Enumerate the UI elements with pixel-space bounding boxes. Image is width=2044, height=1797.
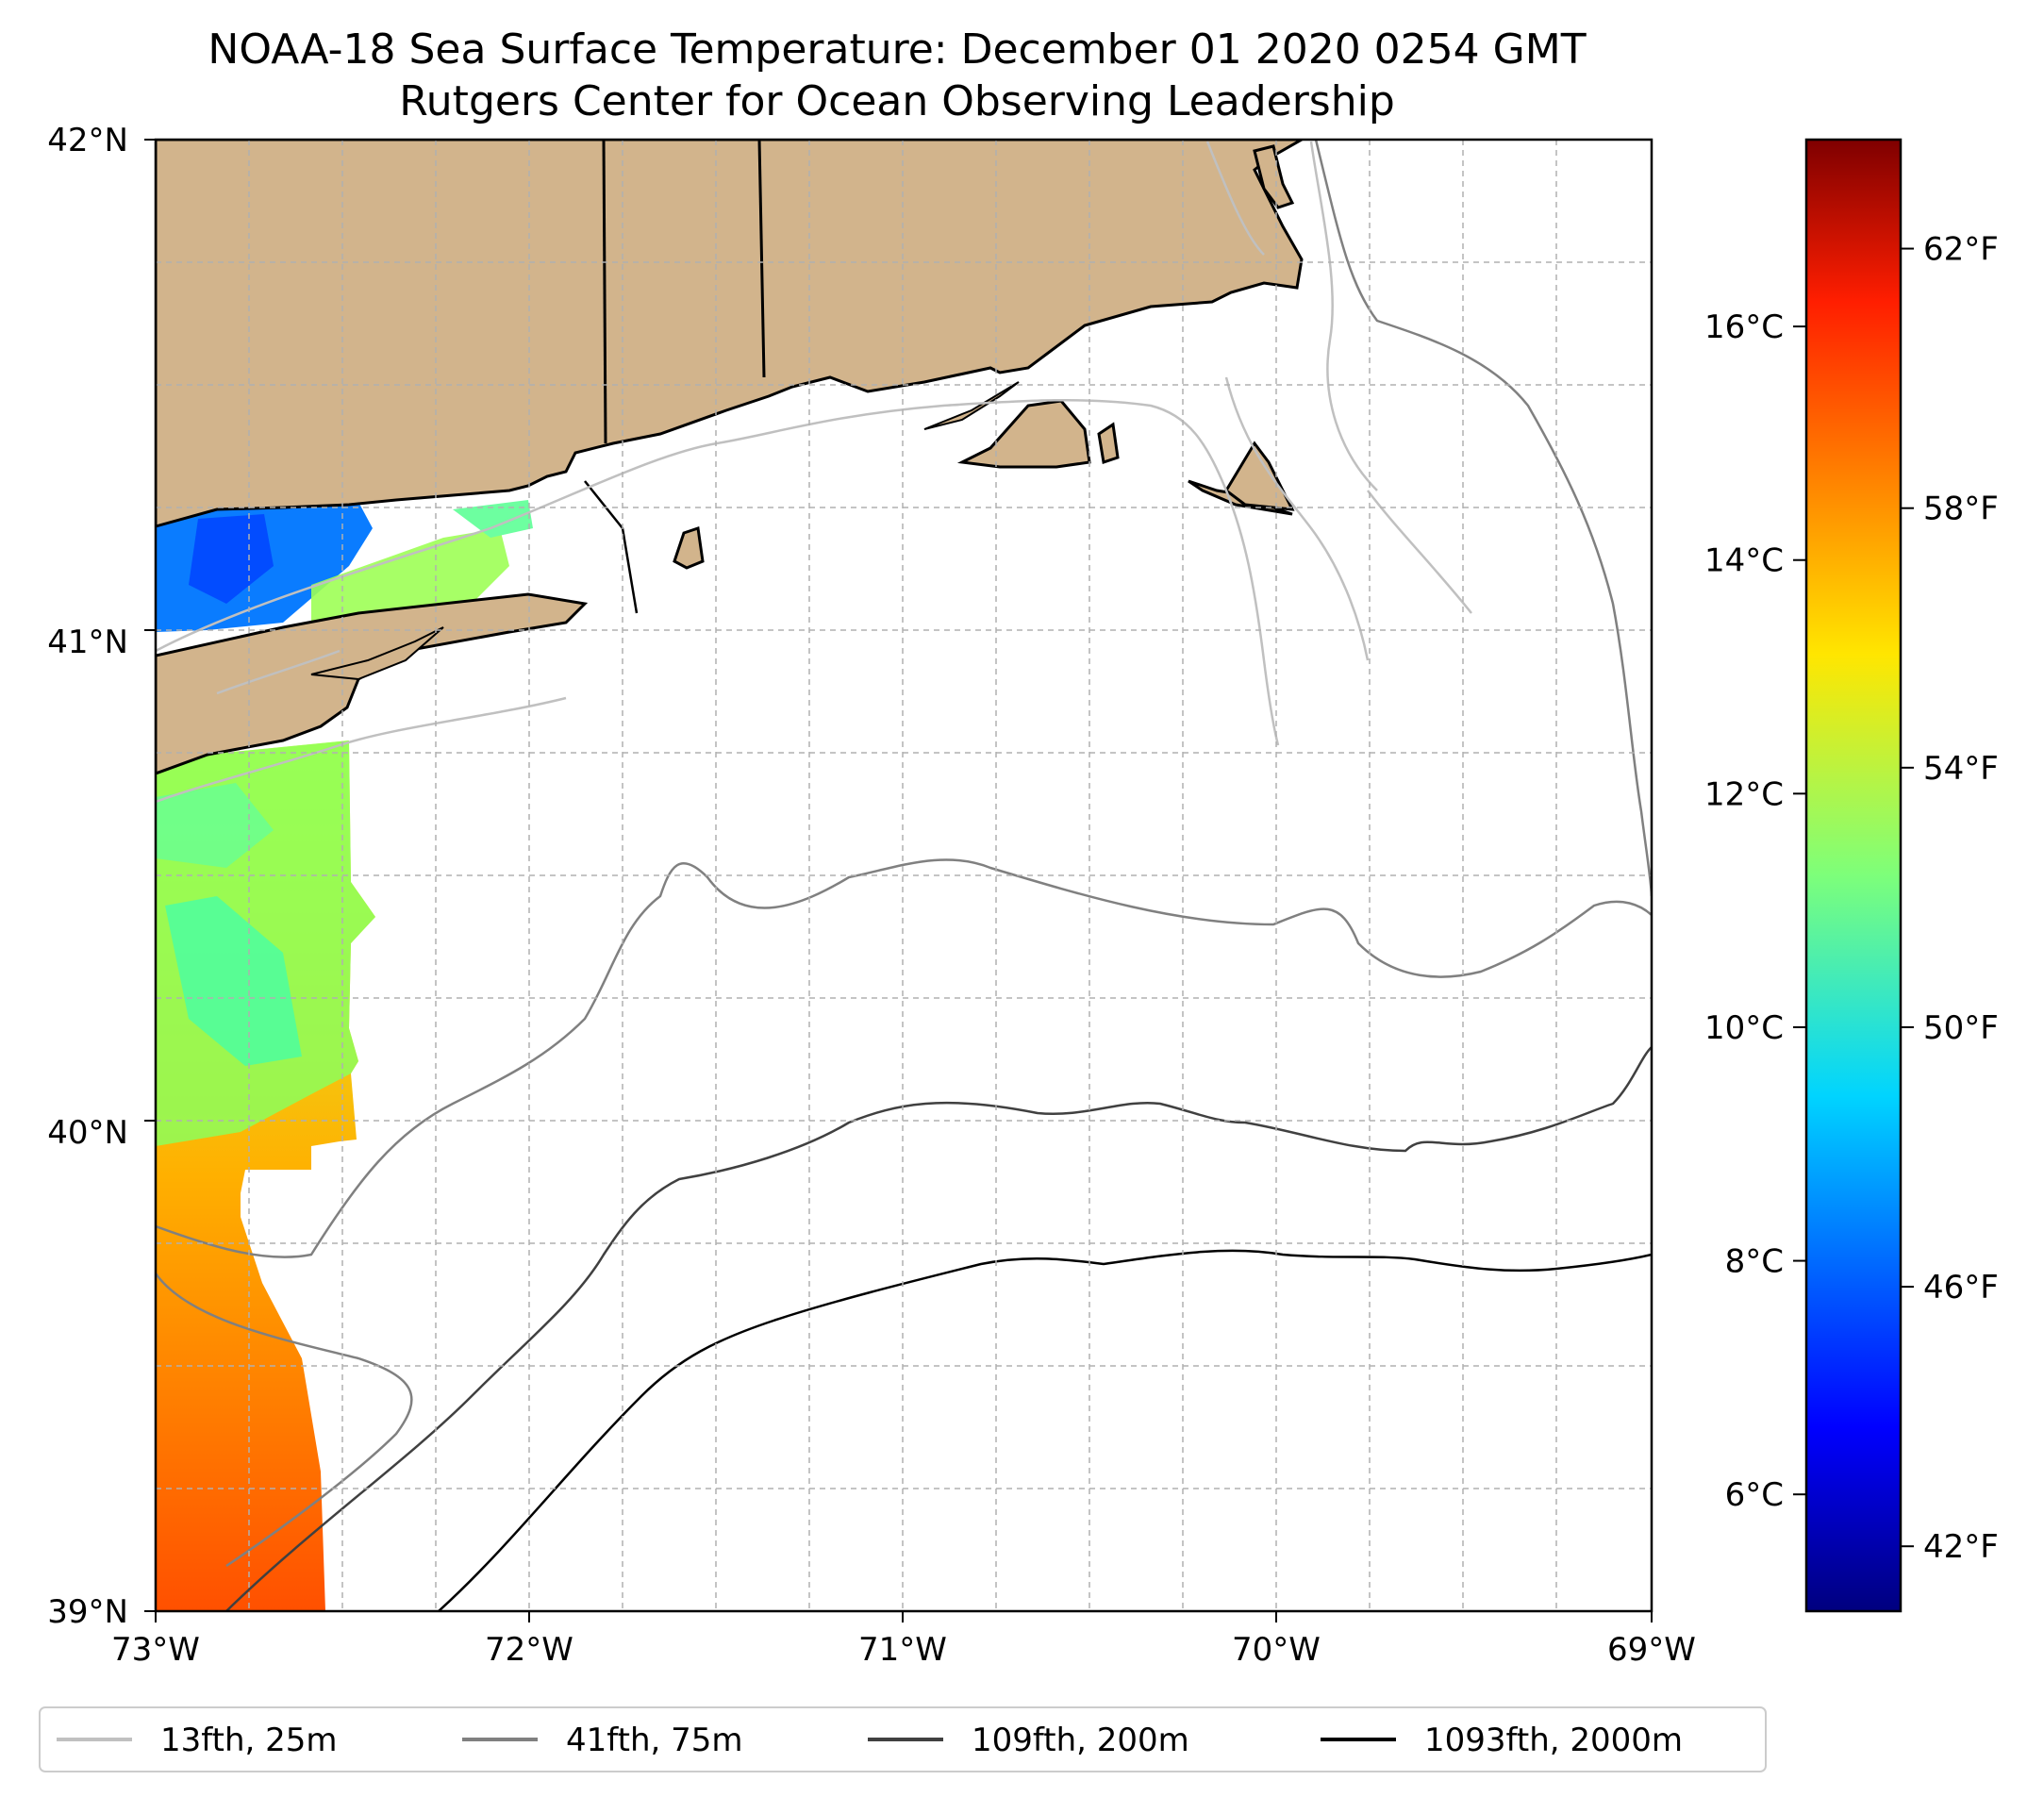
colorbar-fahrenheit-ticks: 62°F 58°F 54°F 50°F 46°F 42°F <box>1901 231 1999 1566</box>
lon-labels: 73°W 72°W 71°W 70°W 69°W <box>111 1631 1696 1669</box>
colorbar-fahrenheit-label: 42°F <box>1923 1528 1999 1566</box>
colorbar-celsius-label: 6°C <box>1725 1476 1784 1514</box>
isobath-2000m <box>438 1249 1652 1611</box>
legend: 13fth, 25m 41fth, 75m 109fth, 200m 1093f… <box>39 1706 1767 1772</box>
colorbar-celsius-label: 12°C <box>1704 775 1784 813</box>
lat-label-39: 39°N <box>47 1593 128 1631</box>
lat-labels: 42°N 41°N 40°N 39°N <box>47 122 128 1631</box>
isobath-200m <box>225 1046 1652 1611</box>
colorbar-celsius-label: 10°C <box>1704 1009 1784 1047</box>
title-line-2: Rutgers Center for Ocean Observing Leade… <box>399 77 1395 125</box>
map-area <box>156 140 1652 1611</box>
colorbar-celsius-label: 8°C <box>1725 1243 1784 1281</box>
colorbar-fahrenheit-label: 46°F <box>1923 1269 1999 1306</box>
colorbar: 16°C 14°C 12°C 10°C 8°C 6°C 62°F 58°F 54°F 50°F 4… <box>1704 138 1999 1613</box>
colorbar-celsius-ticks: 16°C 14°C 12°C 10°C 8°C 6°C <box>1704 308 1806 1514</box>
title-line-1: NOAA-18 Sea Surface Temperature: Decembe… <box>208 25 1586 74</box>
isobath-75m <box>156 140 1652 1568</box>
colorbar-fahrenheit-label: 58°F <box>1923 491 1999 528</box>
legend-label-2000m: 1093fth, 2000m <box>1424 1722 1683 1759</box>
legend-label-200m: 109fth, 200m <box>972 1722 1189 1759</box>
isobath-25m <box>156 141 1472 804</box>
colorbar-celsius-label: 16°C <box>1704 308 1784 346</box>
lon-label-73: 73°W <box>111 1631 200 1669</box>
lon-label-70: 70°W <box>1232 1631 1321 1669</box>
colorbar-fahrenheit-label: 62°F <box>1923 231 1999 269</box>
lon-label-72: 72°W <box>485 1631 573 1669</box>
colorbar-fahrenheit-label: 50°F <box>1923 1009 1999 1047</box>
lon-label-69: 69°W <box>1607 1631 1696 1669</box>
colorbar-fahrenheit-label: 54°F <box>1923 750 1999 788</box>
lat-label-41: 41°N <box>47 624 128 661</box>
colorbar-gradient <box>1804 138 1903 1613</box>
legend-label-75m: 41fth, 75m <box>566 1722 743 1759</box>
axis-ticks <box>144 139 1653 1622</box>
lat-label-40: 40°N <box>47 1114 128 1152</box>
colorbar-celsius-label: 14°C <box>1704 542 1784 580</box>
legend-label-25m: 13fth, 25m <box>160 1722 338 1759</box>
gridlines <box>156 140 1652 1611</box>
lat-label-42: 42°N <box>47 122 128 159</box>
lon-label-71: 71°W <box>858 1631 947 1669</box>
